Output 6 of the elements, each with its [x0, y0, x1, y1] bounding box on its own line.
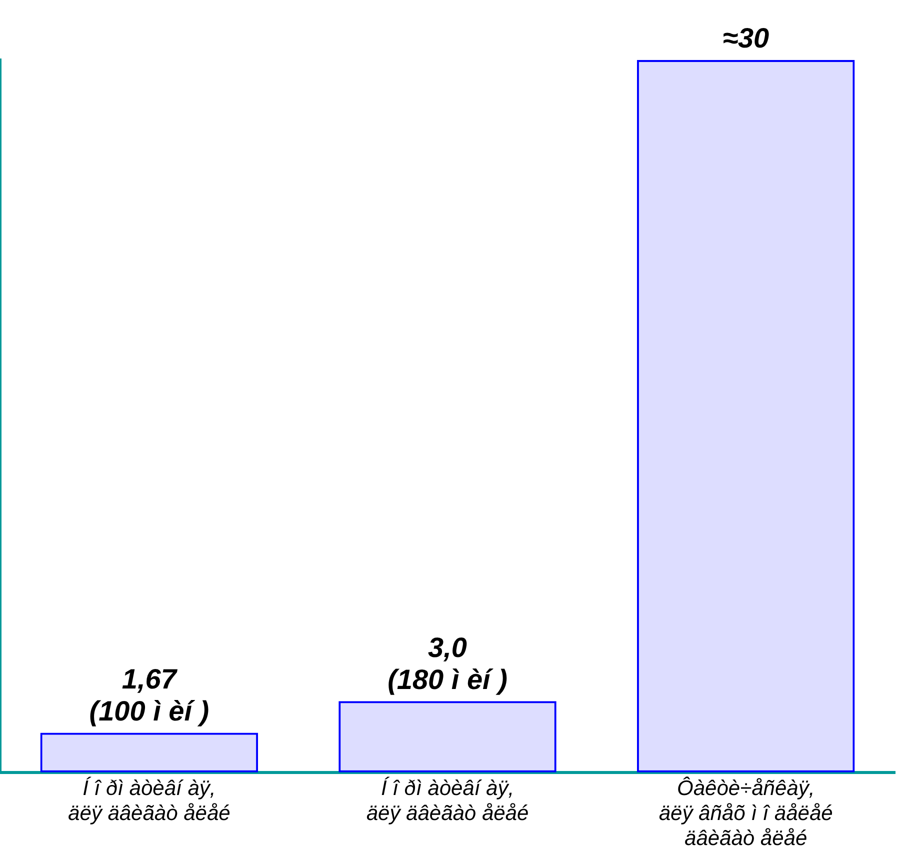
x-tick-label: Í î ðì àòèâí àÿ, äëÿ äâèãàò åëåé [68, 776, 230, 826]
data-label: 1,67 (100 ì èí ) [89, 663, 210, 726]
data-label: ≈30 [722, 22, 770, 54]
data-label: 3,0 (180 ì èí ) [388, 632, 508, 695]
x-tick-label: Ôàêòè÷åñêàÿ, äëÿ âñåõ ì î äåëåé äâèãàò åëåé [658, 776, 833, 850]
x-tick-label: Í î ðì àòèâí àÿ, äëÿ äâèãàò åëåé [366, 776, 529, 826]
